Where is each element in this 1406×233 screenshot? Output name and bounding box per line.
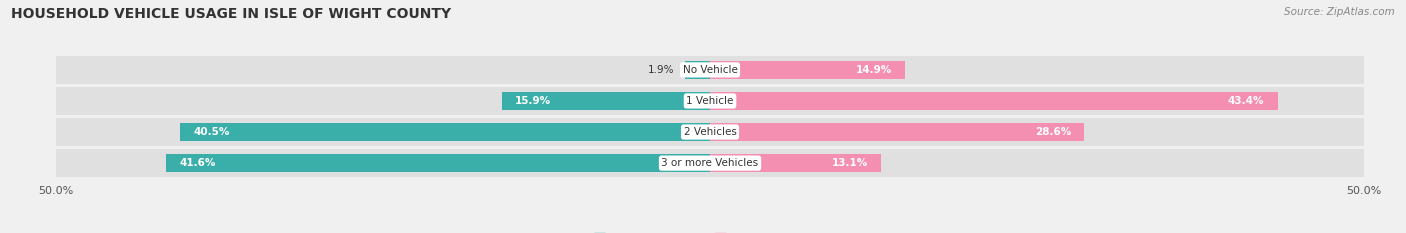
Bar: [56, 87, 1364, 115]
Bar: [710, 61, 905, 79]
Bar: [56, 149, 1364, 177]
Text: 1.9%: 1.9%: [648, 65, 675, 75]
Text: 28.6%: 28.6%: [1035, 127, 1071, 137]
Bar: [502, 92, 710, 110]
Text: 1 Vehicle: 1 Vehicle: [686, 96, 734, 106]
Text: 14.9%: 14.9%: [855, 65, 891, 75]
Text: 43.4%: 43.4%: [1227, 96, 1264, 106]
Bar: [710, 123, 1084, 141]
Text: HOUSEHOLD VEHICLE USAGE IN ISLE OF WIGHT COUNTY: HOUSEHOLD VEHICLE USAGE IN ISLE OF WIGHT…: [11, 7, 451, 21]
Bar: [180, 123, 710, 141]
Bar: [710, 92, 1278, 110]
Text: 2 Vehicles: 2 Vehicles: [683, 127, 737, 137]
Text: 15.9%: 15.9%: [515, 96, 551, 106]
Bar: [685, 61, 710, 79]
Text: Source: ZipAtlas.com: Source: ZipAtlas.com: [1284, 7, 1395, 17]
Bar: [56, 118, 1364, 146]
Text: 41.6%: 41.6%: [179, 158, 215, 168]
Legend: Owner-occupied, Renter-occupied: Owner-occupied, Renter-occupied: [589, 229, 831, 233]
Bar: [710, 154, 882, 172]
Text: 13.1%: 13.1%: [832, 158, 869, 168]
Text: 3 or more Vehicles: 3 or more Vehicles: [661, 158, 759, 168]
Text: 40.5%: 40.5%: [194, 127, 231, 137]
Bar: [56, 56, 1364, 84]
Text: No Vehicle: No Vehicle: [682, 65, 738, 75]
Bar: [166, 154, 710, 172]
